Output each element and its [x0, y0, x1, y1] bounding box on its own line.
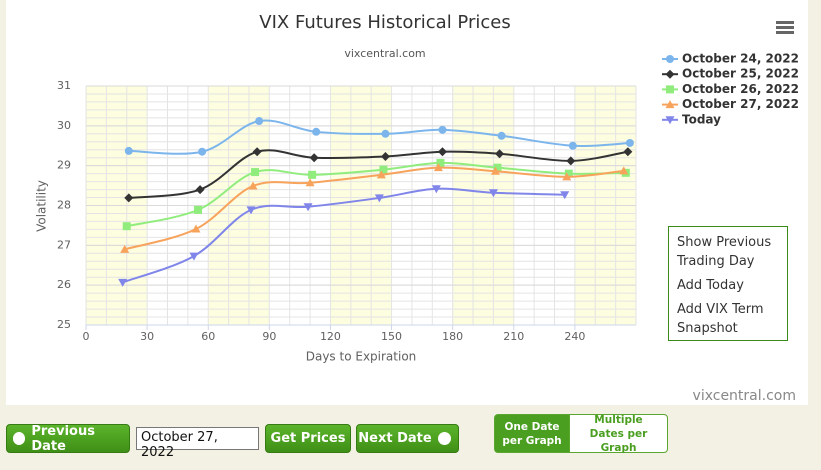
- point: [189, 252, 199, 261]
- legend-marker: [665, 69, 675, 79]
- point: [562, 172, 572, 181]
- legend-label: October 25, 2022: [682, 67, 799, 81]
- toggle-label: One Date per Graph: [502, 420, 562, 447]
- point: [376, 170, 386, 179]
- series: [118, 185, 570, 287]
- point: [305, 178, 315, 187]
- point: [309, 153, 319, 163]
- x-tick-label: 180: [442, 330, 463, 343]
- get-prices-button[interactable]: Get Prices: [265, 424, 351, 453]
- chart-subtitle: vixcentral.com: [344, 47, 425, 60]
- chart-title: VIX Futures Historical Prices: [259, 12, 510, 33]
- point: [255, 117, 264, 126]
- legend-label: October 24, 2022: [682, 52, 799, 66]
- x-tick-label: 60: [201, 330, 215, 343]
- credit: vixcentral.com: [693, 388, 796, 404]
- x-tick-label: 120: [320, 330, 341, 343]
- x-tick-label: 90: [262, 330, 276, 343]
- point: [438, 125, 447, 134]
- legend-marker: [665, 116, 675, 125]
- point: [251, 168, 260, 177]
- point: [246, 206, 256, 215]
- legend-marker: [665, 100, 675, 109]
- y-tick-label: 27: [57, 238, 71, 251]
- y-tick-label: 25: [57, 318, 71, 331]
- point: [248, 181, 258, 190]
- point: [124, 146, 133, 155]
- series: [120, 163, 629, 253]
- x-tick-label: 30: [140, 330, 154, 343]
- menu-item[interactable]: Show Previous Trading Day: [677, 235, 772, 269]
- legend-label: Today: [682, 112, 721, 126]
- previous-button[interactable]: Previous Date: [6, 423, 130, 454]
- button-label: Get Prices: [270, 431, 346, 446]
- point: [374, 194, 384, 203]
- legend-item[interactable]: Today: [662, 112, 721, 126]
- menu-icon[interactable]: [776, 21, 794, 34]
- point: [488, 189, 498, 198]
- menu-item[interactable]: Add Today: [677, 278, 744, 293]
- point: [495, 149, 505, 159]
- point: [566, 156, 576, 166]
- toggle-label: Multiple Dates per Graph: [589, 413, 648, 454]
- point: [194, 205, 203, 214]
- point: [120, 244, 130, 253]
- legend-label: October 27, 2022: [682, 97, 799, 111]
- date-input[interactable]: October 27, 2022: [136, 427, 259, 460]
- menu-item[interactable]: Add VIX Term Snapshot: [677, 302, 764, 336]
- y-tick-label: 30: [57, 119, 71, 132]
- point: [560, 191, 570, 200]
- y-tick-label: 28: [57, 199, 71, 212]
- point: [433, 163, 443, 172]
- x-tick-label: 150: [381, 330, 402, 343]
- point: [191, 224, 201, 233]
- one-date-toggle[interactable]: One Date per Graph: [494, 414, 570, 453]
- button-label: Previous Date: [31, 423, 95, 454]
- y-tick-label: 31: [57, 79, 71, 92]
- point: [195, 185, 205, 195]
- legend-item[interactable]: October 24, 2022: [662, 52, 799, 66]
- plot-background: [85, 85, 637, 326]
- point: [497, 131, 506, 140]
- point: [252, 147, 262, 157]
- point: [431, 185, 441, 194]
- point: [303, 203, 313, 212]
- point: [625, 138, 634, 147]
- side-menu: Show Previous Trading Day Add Today Add …: [668, 226, 788, 341]
- y-tick-label: 29: [57, 159, 71, 172]
- next-button[interactable]: Next Date: [356, 424, 459, 453]
- point: [198, 147, 207, 156]
- y-axis-label: Volatility: [35, 180, 49, 232]
- x-tick-label: 0: [83, 330, 90, 343]
- multiple-dates-toggle[interactable]: Multiple Dates per Graph: [569, 413, 668, 454]
- series: [122, 158, 630, 231]
- series: [124, 117, 634, 156]
- point: [490, 166, 500, 175]
- legend-label: October 26, 2022: [682, 82, 799, 96]
- point: [122, 222, 131, 231]
- legend-item[interactable]: October 25, 2022: [662, 67, 799, 81]
- x-tick-label: 240: [564, 330, 585, 343]
- y-tick-label: 26: [57, 278, 71, 291]
- point: [619, 166, 629, 175]
- point: [568, 141, 577, 150]
- series: [124, 147, 633, 203]
- point: [308, 170, 317, 179]
- point: [312, 127, 321, 136]
- legend-item[interactable]: October 27, 2022: [662, 97, 799, 111]
- legend-marker: [666, 85, 674, 94]
- point: [381, 129, 390, 138]
- point: [118, 278, 128, 287]
- button-label: Next Date: [358, 431, 432, 446]
- legend-item[interactable]: October 26, 2022: [662, 82, 799, 96]
- point: [380, 152, 390, 162]
- point: [623, 147, 633, 157]
- x-tick-label: 210: [503, 330, 524, 343]
- x-axis-label: Days to Expiration: [306, 350, 417, 364]
- legend-marker: [666, 55, 674, 63]
- point: [124, 193, 134, 203]
- point: [437, 147, 447, 157]
